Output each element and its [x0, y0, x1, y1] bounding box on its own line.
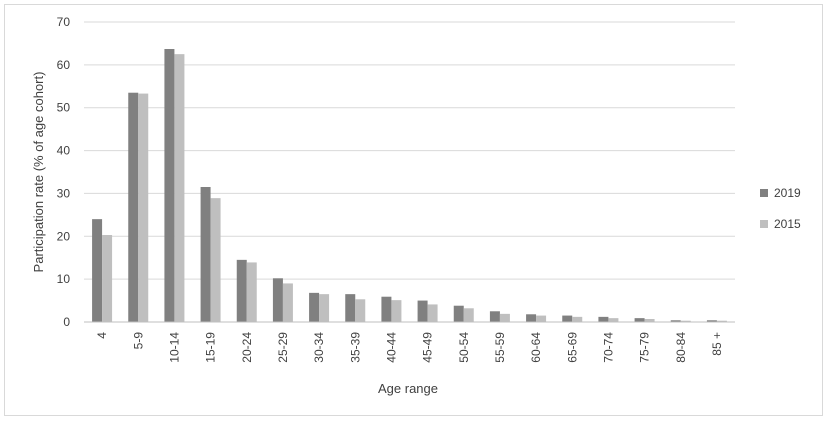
- bar-2019-40-44: [381, 296, 392, 322]
- bar-2019-25-29: [272, 278, 283, 322]
- x-axis: 4 5-9 10-14 15-19 20-24 25-29 30-34 35-39 40-44 4…: [84, 321, 735, 363]
- bar-2015-50-54: [463, 308, 474, 322]
- y-axis-title: Participation rate (% of age cohort): [31, 72, 46, 273]
- x-tick-label: 30-34: [312, 332, 326, 363]
- x-tick-label: 20-24: [240, 332, 254, 363]
- bar-2019-10-14: [164, 49, 175, 322]
- bar-2019-5-9: [128, 92, 139, 322]
- x-tick-label: 25-29: [276, 332, 290, 363]
- bar-2019-60-64: [526, 314, 537, 322]
- x-tick-label: 50-54: [457, 332, 471, 363]
- x-tick-label: 75-79: [638, 332, 652, 363]
- x-tick-label: 80-84: [674, 332, 688, 363]
- bar-2019-85+: [706, 320, 717, 322]
- bar-2015-15-19: [210, 198, 221, 322]
- y-tick-label: 40: [57, 144, 71, 158]
- bar-2015-70-74: [608, 318, 619, 322]
- bar-2015-80-84: [680, 320, 691, 322]
- bar-2019-4: [92, 219, 103, 322]
- bar-2015-40-44: [391, 300, 402, 322]
- y-tick-label: 60: [57, 58, 71, 72]
- bar-2019-50-54: [453, 305, 464, 322]
- bar-2015-85+: [716, 320, 727, 322]
- legend-swatch-2019: [760, 189, 768, 197]
- bar-2019-65-69: [562, 315, 573, 322]
- bar-2015-45-49: [427, 304, 438, 322]
- legend: 2019 2015: [760, 186, 801, 231]
- bar-2015-5-9: [138, 93, 149, 322]
- bars: [92, 49, 727, 323]
- bar-2015-35-39: [355, 299, 366, 322]
- x-tick-label: 35-39: [348, 332, 362, 363]
- y-axis: 0 10 20 30 40 50 60 70: [57, 15, 71, 329]
- bar-2019-20-24: [236, 259, 247, 322]
- x-tick-label: 15-19: [204, 332, 218, 363]
- x-tick-label: 10-14: [167, 332, 181, 363]
- x-tick-label: 4: [95, 332, 109, 339]
- bar-2019-15-19: [200, 187, 211, 322]
- bar-2019-35-39: [345, 294, 356, 322]
- bar-2015-25-29: [282, 283, 293, 322]
- y-tick-label: 70: [57, 15, 71, 29]
- y-tick-label: 0: [63, 315, 70, 329]
- y-tick-label: 30: [57, 186, 71, 200]
- gridlines: [84, 21, 735, 280]
- x-tick-label: 65-69: [565, 332, 579, 363]
- y-tick-label: 50: [57, 101, 71, 115]
- legend-label-2015: 2015: [774, 217, 801, 231]
- bar-2015-10-14: [174, 54, 185, 323]
- bar-2015-65-69: [572, 316, 583, 322]
- legend-label-2019: 2019: [774, 186, 801, 200]
- bar-2019-55-59: [489, 311, 500, 322]
- x-tick-label: 45-49: [421, 332, 435, 363]
- bar-2019-30-34: [309, 292, 320, 322]
- y-tick-label: 20: [57, 229, 71, 243]
- bar-2019-75-79: [634, 318, 645, 322]
- x-tick-label: 55-59: [493, 332, 507, 363]
- bar-2019-45-49: [417, 300, 428, 322]
- x-tick-label: 70-74: [601, 332, 615, 363]
- x-tick-label: 60-64: [529, 332, 543, 363]
- x-tick-label: 85 +: [710, 332, 724, 356]
- bar-2019-70-74: [598, 316, 609, 322]
- x-tick-label: 5-9: [131, 332, 145, 350]
- bar-2015-75-79: [644, 319, 655, 322]
- y-tick-label: 10: [57, 272, 71, 286]
- legend-swatch-2015: [760, 220, 768, 228]
- bar-2015-60-64: [536, 315, 547, 322]
- bar-2015-20-24: [246, 262, 257, 322]
- bar-2015-30-34: [319, 294, 330, 322]
- x-tick-label: 40-44: [384, 332, 398, 363]
- x-axis-title: Age range: [378, 381, 438, 396]
- bar-2015-4: [102, 235, 113, 322]
- bar-2015-55-59: [499, 313, 510, 322]
- bar-2019-80-84: [670, 320, 681, 322]
